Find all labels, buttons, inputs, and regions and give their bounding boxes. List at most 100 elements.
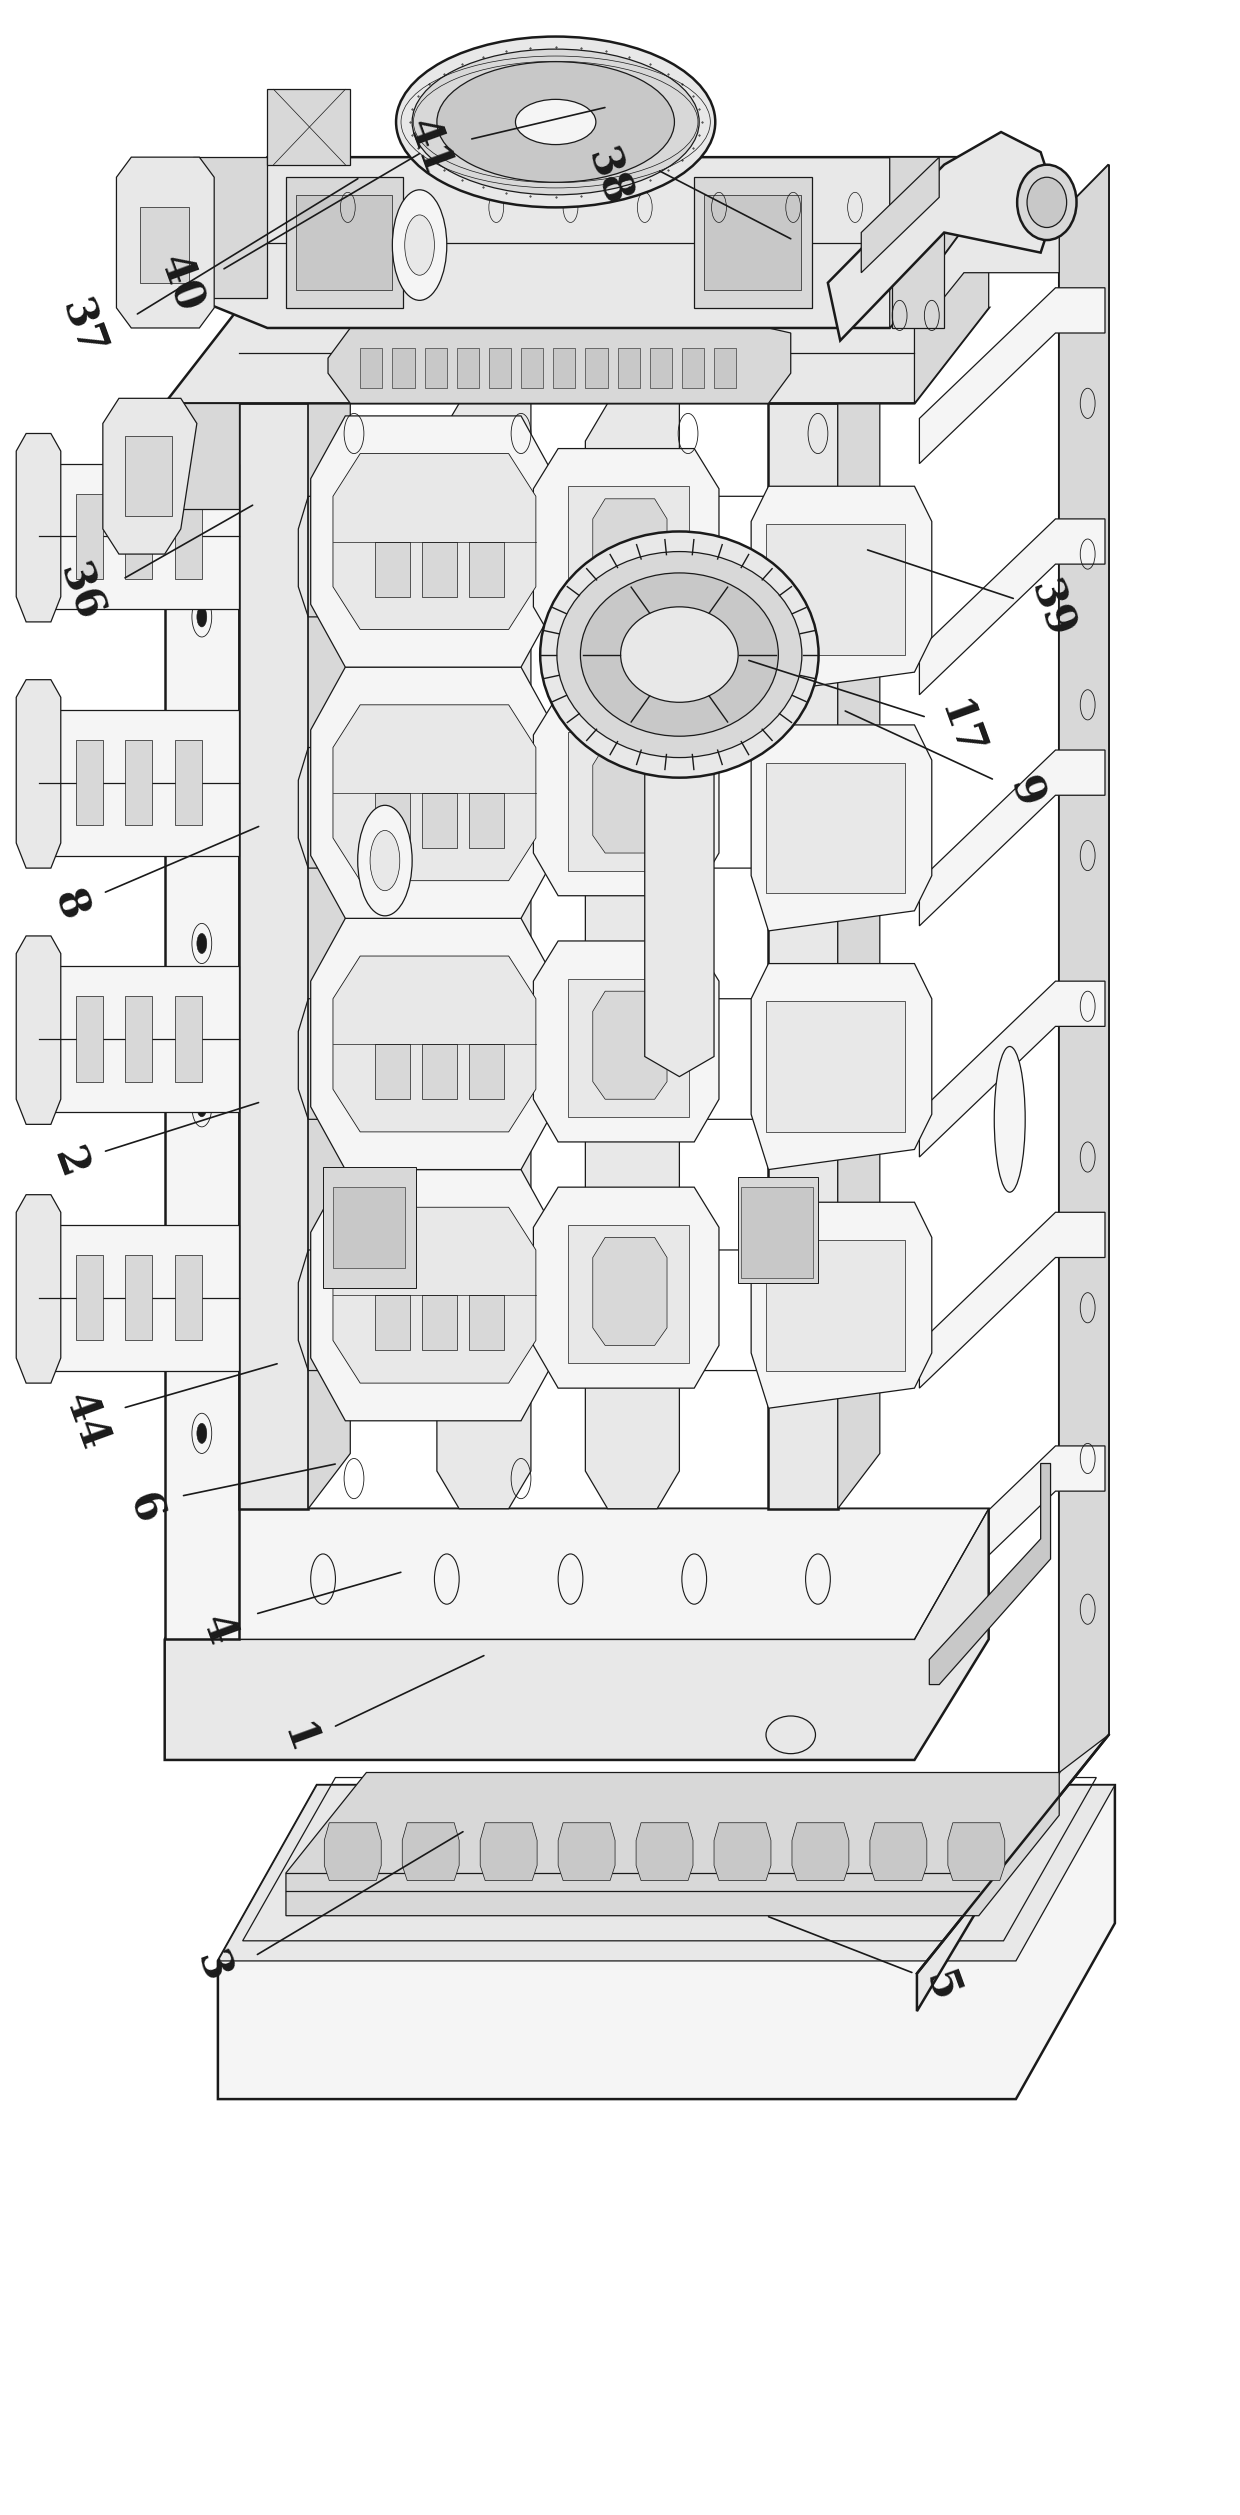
Polygon shape — [919, 214, 1059, 327]
Polygon shape — [16, 936, 61, 1124]
Circle shape — [197, 1423, 207, 1444]
Bar — [568, 485, 689, 624]
Bar — [422, 541, 456, 596]
Polygon shape — [792, 1823, 849, 1881]
Polygon shape — [175, 415, 231, 604]
Polygon shape — [533, 1187, 719, 1388]
Polygon shape — [334, 1207, 536, 1383]
Polygon shape — [38, 1225, 239, 1371]
Polygon shape — [838, 357, 880, 1509]
Bar — [76, 996, 103, 1081]
Polygon shape — [286, 1773, 1059, 1916]
Ellipse shape — [580, 573, 779, 737]
Polygon shape — [751, 963, 931, 1169]
Polygon shape — [402, 1823, 459, 1881]
Ellipse shape — [436, 63, 675, 181]
Bar — [553, 347, 575, 387]
Text: 5: 5 — [918, 1964, 966, 2007]
Circle shape — [357, 805, 412, 915]
Bar — [521, 347, 543, 387]
Bar — [422, 792, 456, 848]
Polygon shape — [751, 724, 931, 931]
Bar — [585, 347, 608, 387]
Bar — [766, 1001, 904, 1132]
Polygon shape — [916, 163, 1109, 2012]
Polygon shape — [218, 1786, 1115, 1962]
Polygon shape — [593, 744, 667, 853]
Text: 38: 38 — [578, 143, 637, 211]
Polygon shape — [16, 679, 61, 868]
Polygon shape — [947, 1823, 1004, 1881]
Text: 17: 17 — [930, 697, 990, 765]
Polygon shape — [436, 402, 531, 1509]
Ellipse shape — [396, 38, 715, 206]
Polygon shape — [645, 634, 714, 1076]
Bar — [175, 1255, 202, 1340]
Bar — [650, 347, 672, 387]
Bar — [374, 1295, 409, 1351]
Polygon shape — [311, 918, 556, 1169]
Polygon shape — [870, 1823, 926, 1881]
Text: 2: 2 — [45, 1142, 94, 1182]
Bar — [766, 762, 904, 893]
Bar — [125, 435, 172, 516]
Polygon shape — [714, 1823, 771, 1881]
Text: 36: 36 — [50, 558, 109, 626]
Bar — [568, 978, 689, 1117]
Polygon shape — [334, 704, 536, 880]
Bar — [334, 1187, 404, 1268]
Polygon shape — [16, 1195, 61, 1383]
Bar — [175, 996, 202, 1081]
Text: 3: 3 — [187, 1944, 237, 1987]
Polygon shape — [193, 156, 268, 297]
Bar — [469, 541, 503, 596]
Polygon shape — [329, 327, 791, 402]
Circle shape — [404, 214, 434, 274]
Bar — [742, 1187, 813, 1278]
Polygon shape — [828, 131, 1050, 340]
Polygon shape — [38, 463, 239, 609]
Polygon shape — [311, 415, 556, 666]
Bar — [618, 347, 640, 387]
Polygon shape — [16, 433, 61, 621]
Text: 40: 40 — [151, 249, 211, 317]
Bar — [374, 1044, 409, 1099]
Polygon shape — [38, 709, 239, 855]
Polygon shape — [325, 1823, 381, 1881]
Text: 4: 4 — [193, 1610, 243, 1650]
Polygon shape — [311, 666, 556, 918]
Bar — [694, 176, 812, 307]
Polygon shape — [309, 357, 350, 1509]
Bar — [422, 1295, 456, 1351]
Bar — [175, 739, 202, 825]
Text: 44: 44 — [56, 1386, 115, 1456]
Polygon shape — [334, 453, 536, 629]
Polygon shape — [919, 1446, 1105, 1622]
Polygon shape — [533, 448, 719, 649]
Polygon shape — [268, 91, 350, 163]
Polygon shape — [751, 485, 931, 692]
Ellipse shape — [541, 531, 818, 777]
Polygon shape — [929, 1464, 1050, 1685]
Polygon shape — [919, 981, 1105, 1157]
Polygon shape — [311, 1169, 556, 1421]
Circle shape — [197, 1260, 207, 1280]
Bar — [125, 1255, 153, 1340]
Bar — [392, 347, 414, 387]
Text: 8: 8 — [45, 885, 94, 926]
Bar — [175, 493, 202, 578]
Polygon shape — [103, 397, 197, 553]
Polygon shape — [585, 402, 680, 1509]
Bar — [125, 996, 153, 1081]
Polygon shape — [239, 1509, 988, 1640]
Polygon shape — [334, 956, 536, 1132]
Ellipse shape — [412, 50, 699, 194]
Polygon shape — [751, 1202, 931, 1408]
Text: 6: 6 — [119, 1489, 169, 1529]
Polygon shape — [193, 156, 963, 327]
Circle shape — [197, 1097, 207, 1117]
Ellipse shape — [1027, 176, 1066, 226]
Bar — [324, 1167, 415, 1288]
Polygon shape — [533, 694, 719, 895]
Bar — [469, 792, 503, 848]
